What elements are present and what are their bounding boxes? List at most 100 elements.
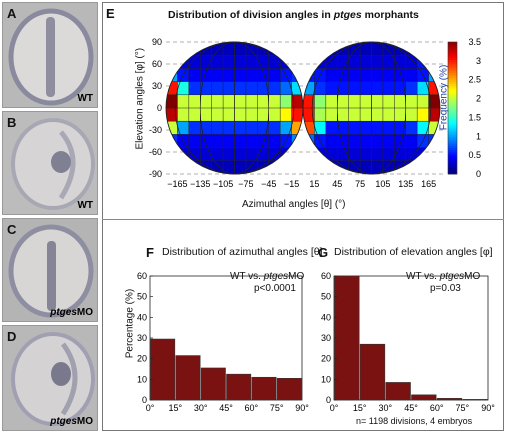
colorbar-segment bbox=[448, 50, 457, 54]
heatmap-cell bbox=[314, 42, 327, 56]
panel-a-genotype: WT bbox=[77, 93, 93, 104]
heatmap-cell bbox=[371, 68, 384, 83]
bar bbox=[175, 355, 201, 401]
heatmap-cell bbox=[245, 120, 258, 135]
heatmap-cell bbox=[359, 94, 373, 109]
heatmap-cell bbox=[268, 94, 281, 109]
heatmap-cell bbox=[234, 42, 247, 56]
x-tick-label: −135 bbox=[190, 179, 210, 189]
heatmap-cell bbox=[325, 160, 338, 174]
heatmap-cell bbox=[234, 81, 247, 96]
colorbar-segment bbox=[448, 147, 457, 151]
heatmap-cell bbox=[279, 107, 293, 122]
colorbar-label: Frequency (%) bbox=[438, 64, 450, 131]
x-tick-label: −165 bbox=[167, 179, 187, 189]
heatmap-cell bbox=[257, 42, 270, 56]
heatmap-cell bbox=[325, 94, 338, 109]
y-tick-label: 30 bbox=[321, 333, 331, 343]
panel-f-annotation-2: p<0.0001 bbox=[254, 283, 296, 294]
heatmap-cell bbox=[257, 107, 270, 122]
heatmap-cell bbox=[302, 160, 315, 174]
heatmap-cell bbox=[382, 134, 395, 149]
colorbar-segment bbox=[448, 77, 457, 80]
heatmap-cell bbox=[211, 107, 224, 122]
x-tick-label: −45 bbox=[261, 179, 276, 189]
heatmap-cell bbox=[211, 81, 224, 96]
heatmap-cell bbox=[211, 54, 224, 69]
colorbar-segment bbox=[448, 59, 457, 63]
colorbar-segment bbox=[448, 132, 457, 135]
heatmap-cell bbox=[348, 147, 361, 162]
colorbar-segment bbox=[448, 83, 457, 87]
y-tick-label: 40 bbox=[321, 312, 331, 322]
heatmap-cell bbox=[211, 134, 224, 149]
heatmap-cell bbox=[416, 94, 430, 109]
bar bbox=[359, 343, 386, 401]
colorbar-segment bbox=[448, 75, 457, 78]
heatmap-cell bbox=[177, 54, 190, 69]
bar bbox=[251, 376, 277, 401]
colorbar-segment bbox=[448, 125, 457, 129]
x-tick-label: 15° bbox=[353, 403, 367, 413]
x-tick-label: 135 bbox=[398, 179, 413, 189]
heatmap-cell bbox=[405, 81, 418, 96]
colorbar-segment bbox=[448, 149, 457, 153]
heatmap-cell bbox=[188, 160, 201, 174]
heatmap-cell bbox=[405, 120, 418, 135]
panel-g-annotation-1: WT vs. ptgesMO bbox=[406, 271, 481, 282]
heatmap-cell bbox=[222, 94, 236, 109]
panel-letter-e: E bbox=[106, 6, 115, 21]
heatmap-cell bbox=[245, 107, 258, 122]
heatmap-cell bbox=[371, 160, 384, 174]
embryo-panel-d: D ptgesMO bbox=[2, 325, 98, 431]
heatmap-cell bbox=[325, 81, 338, 96]
colorbar-segment bbox=[448, 119, 457, 122]
heatmap-cell bbox=[268, 134, 281, 149]
heatmap-cell bbox=[222, 68, 236, 83]
heatmap-cell bbox=[279, 94, 293, 109]
heatmap-cell bbox=[188, 120, 201, 135]
panel-f-annotation-1: WT vs. ptgesMO bbox=[230, 271, 305, 282]
colorbar-segment bbox=[448, 53, 457, 56]
heatmap-cell bbox=[359, 54, 373, 69]
y-tick-label: -30 bbox=[149, 125, 162, 135]
bar bbox=[200, 367, 226, 401]
panel-e-ylabel: Elevation angles [φ] (°) bbox=[134, 47, 146, 150]
bar bbox=[150, 338, 176, 401]
colorbar-segment bbox=[448, 105, 457, 109]
y-tick-label: 90 bbox=[152, 37, 162, 47]
colorbar-segment bbox=[448, 99, 457, 102]
heatmap-cell bbox=[325, 120, 338, 135]
heatmap-cell bbox=[348, 68, 361, 83]
heatmap-cell bbox=[166, 42, 178, 56]
heatmap-cell bbox=[279, 54, 293, 69]
colorbar-segment bbox=[448, 127, 457, 131]
colorbar-segment bbox=[448, 154, 457, 157]
heatmap-cell bbox=[222, 160, 236, 174]
y-tick-label: 60 bbox=[137, 271, 147, 281]
heatmap-cell bbox=[200, 94, 213, 109]
y-tick-label: 0 bbox=[142, 395, 147, 405]
x-tick-label: 45 bbox=[332, 179, 342, 189]
colorbar-segment bbox=[448, 116, 457, 120]
heatmap-cell bbox=[245, 94, 258, 109]
x-tick-label: 45° bbox=[404, 403, 418, 413]
colorbar-segment bbox=[448, 141, 457, 144]
colorbar-segment bbox=[448, 169, 457, 173]
heatmap-cell bbox=[188, 94, 201, 109]
panel-letter-b: B bbox=[7, 115, 17, 130]
heatmap-cell bbox=[337, 42, 350, 56]
y-tick-label: 60 bbox=[321, 271, 331, 281]
divider bbox=[102, 219, 504, 220]
heatmap-cell bbox=[222, 107, 236, 122]
heatmap-cell bbox=[371, 42, 384, 56]
x-tick-label: 30° bbox=[379, 403, 393, 413]
heatmap-cell bbox=[371, 94, 384, 109]
panel-g-title: Distribution of elevation angles [φ] bbox=[334, 246, 493, 258]
heatmap-cell bbox=[268, 120, 281, 135]
heatmap-cell bbox=[325, 107, 338, 122]
heatmap-cell bbox=[428, 42, 440, 56]
heatmap-cell bbox=[394, 134, 407, 149]
colorbar-segment bbox=[448, 90, 457, 93]
heatmap-cell bbox=[405, 134, 418, 149]
